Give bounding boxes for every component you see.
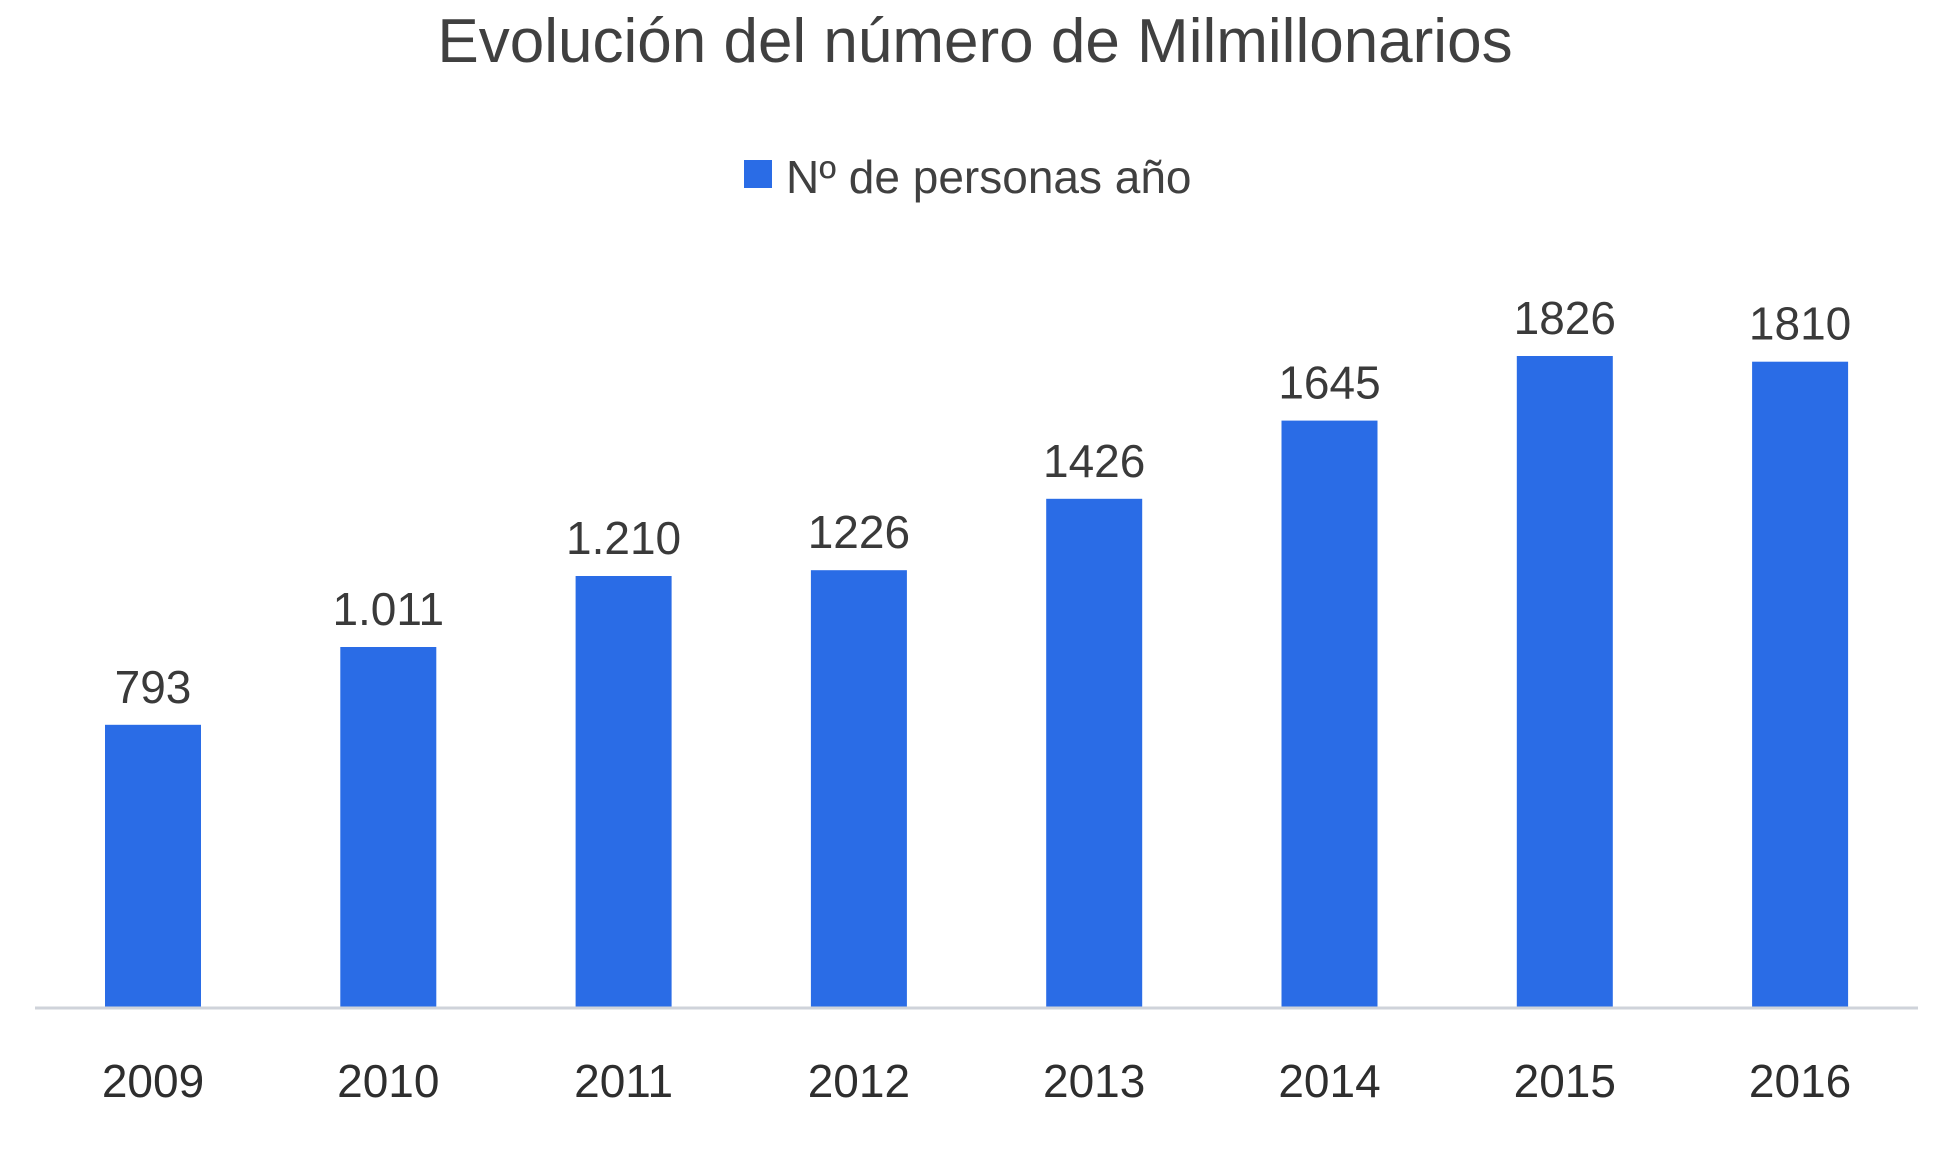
x-tick-label-2012: 2012: [808, 1055, 910, 1107]
bar-2011: [575, 576, 672, 1008]
data-label-2016: 1810: [1749, 298, 1851, 350]
x-tick-label-2015: 2015: [1514, 1055, 1616, 1107]
x-tick-label-2010: 2010: [337, 1055, 439, 1107]
x-tick-label-2013: 2013: [1043, 1055, 1145, 1107]
bar-2009: [105, 724, 201, 1008]
data-label-2015: 1826: [1514, 292, 1616, 344]
bar-2015: [1516, 356, 1613, 1008]
chart-title: Evolución del número de Milmillonarios: [437, 7, 1512, 76]
x-tick-label-2014: 2014: [1278, 1055, 1380, 1107]
x-tick-label-2009: 2009: [102, 1055, 204, 1107]
data-label-2010: 1.011: [332, 583, 444, 635]
data-label-2012: 1226: [808, 506, 910, 558]
data-label-2009: 793: [115, 661, 192, 713]
bar-2012: [810, 570, 907, 1008]
legend-label: Nº de personas año: [786, 151, 1192, 203]
bar-2013: [1046, 498, 1143, 1008]
x-tick-label-2016: 2016: [1749, 1055, 1851, 1107]
legend-swatch: [744, 160, 772, 188]
data-label-2011: 1.210: [566, 512, 681, 564]
data-label-2014: 1645: [1278, 357, 1380, 409]
bar-2010: [340, 647, 437, 1008]
bar-2016: [1752, 361, 1849, 1008]
data-label-2013: 1426: [1043, 435, 1145, 487]
legend: Nº de personas año: [744, 151, 1192, 203]
x-tick-labels-group: 2009 2010 2011 2012 2013 2014 2015 2016: [102, 1055, 1851, 1107]
x-tick-label-2011: 2011: [574, 1055, 673, 1107]
bar-2014: [1281, 420, 1378, 1009]
data-labels-group: 793 1.011 1.210 1226 1426 1645 1826 1810: [115, 292, 1852, 713]
bars-group: [105, 356, 1849, 1009]
